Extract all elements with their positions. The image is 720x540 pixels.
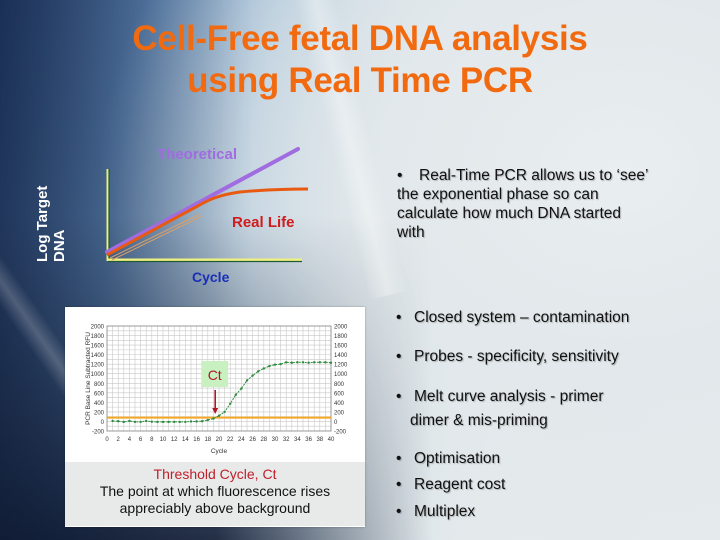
cycle-label: Cycle	[192, 269, 230, 285]
y-axis-label: Log Target DNA	[34, 186, 68, 262]
bullet-dot-icon: •	[396, 309, 402, 326]
bullet-dot-icon: •	[397, 167, 403, 184]
bullet-dot-icon: •	[396, 450, 402, 467]
title-line-2: using Real Time PCR	[187, 61, 533, 100]
bullet-text: Melt curve analysis - primer	[414, 388, 604, 405]
bullet-dot-icon: •	[396, 503, 402, 520]
bullet-melt-curve: • Melt curve analysis - primer dimer & mi…	[396, 385, 604, 433]
caption-title: Threshold Cycle, Ct	[153, 466, 277, 482]
pcr-caption: Threshold Cycle, Ct The point at which f…	[65, 462, 365, 526]
bullet-dot-icon: •	[396, 348, 402, 365]
bullet-dot-icon: •	[396, 388, 402, 405]
theoretical-line	[105, 147, 300, 254]
bullet-text: Multiplex	[414, 503, 476, 520]
y-label-line-1: Log Target	[34, 185, 51, 262]
bullet-text: Closed system – contamination	[414, 309, 630, 326]
real-life-label: Real Life	[232, 214, 295, 231]
bullet-dot-icon: •	[396, 476, 402, 493]
bullet-text: dimer & mis-priming	[410, 412, 548, 429]
bullet-optimisation: • Optimisation	[396, 449, 500, 468]
bullet-text: Probes - specificity, sensitivity	[414, 348, 619, 365]
bullet-closed-system: • Closed system – contamination	[396, 308, 629, 327]
bullet-text: the exponential phase so can	[397, 186, 599, 203]
bullet-reagent-cost: • Reagent cost	[396, 475, 505, 494]
bullet-text: Reagent cost	[414, 476, 506, 493]
bullet-text: Real-Time PCR allows us to ‘see’	[419, 167, 649, 184]
caption-body-line-1: The point at which fluorescence rises	[99, 483, 331, 499]
bullet-realtime-pcr: • Real-Time PCR allows us to ‘see’ the ex…	[397, 166, 697, 242]
bullet-text: calculate how much DNA started	[397, 205, 621, 222]
title-line-1: Cell-Free fetal DNA analysis	[132, 19, 588, 58]
y-label-line-2: DNA	[51, 229, 68, 263]
caption-body-line-2: appreciably above background	[119, 500, 311, 516]
slide-title: Cell-Free fetal DNA analysis using Real …	[0, 18, 720, 102]
bullet-probes: • Probes - specificity, sensitivity	[396, 347, 619, 366]
bullet-text: Optimisation	[414, 450, 501, 467]
theoretical-label: Theoretical	[157, 146, 238, 163]
bullet-multiplex: • Multiplex	[396, 502, 475, 521]
bullet-text: with	[397, 224, 425, 241]
